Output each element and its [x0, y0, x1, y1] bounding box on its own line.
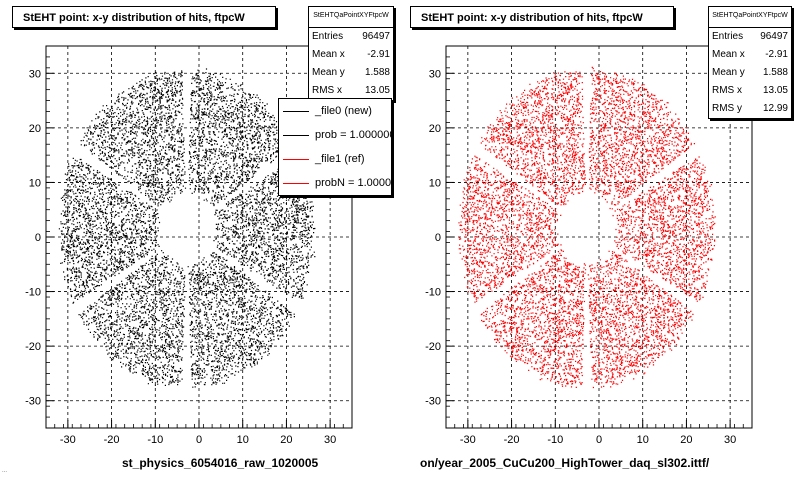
stat-row-mean-y: Mean y 1.588 [309, 64, 393, 82]
y-tick-label: -30 [425, 396, 441, 408]
x-tick-label: -20 [504, 434, 520, 446]
stat-value: 12.99 [762, 103, 788, 114]
left-histogram-panel: -30 -20 -10 0 10 20 30 -30 -20 -10 0 10 20 30 StEHT p… [0, 0, 398, 480]
y-tick-label: 10 [29, 177, 41, 189]
stat-label: Mean x [312, 49, 345, 60]
y-tick-label: 30 [429, 68, 441, 80]
x-tick-label: 10 [237, 434, 249, 446]
stat-value: 13.05 [364, 85, 390, 96]
y-tick-label: 0 [435, 232, 441, 244]
stat-row-rms-x: RMS x 13.05 [709, 82, 791, 100]
stat-row-mean-x: Mean x -2.91 [709, 46, 791, 64]
stats-box-name: StEHTQaPointXYFtpcW [309, 7, 393, 28]
y-tick-label: 20 [29, 123, 41, 135]
legend-label: probN = 1.000000 [315, 177, 392, 189]
right-histogram-panel: -30 -20 -10 0 10 20 30 -30 -20 -10 0 10 20 30 StEHT p… [398, 0, 796, 480]
legend-box: _file0 (new) prob = 1.000000 _file1 (ref… [278, 98, 392, 196]
stat-value: 1.588 [364, 67, 390, 78]
scatter-plot-right: -30 -20 -10 0 10 20 30 -30 -20 -10 0 10 20 30 [425, 45, 753, 446]
y-tick-label: -10 [25, 287, 41, 299]
stat-label: Entries [312, 31, 344, 42]
stat-value: 96497 [760, 31, 788, 42]
y-tick-label: -20 [425, 341, 441, 353]
x-tick-label: 20 [280, 434, 292, 446]
x-tick-label: -10 [147, 434, 163, 446]
x-tick-label: 30 [324, 434, 336, 446]
x-tick-label: 30 [724, 434, 736, 446]
y-tick-label: 0 [35, 232, 41, 244]
x-axis-title-left: st_physics_6054016_raw_1020005 [122, 456, 319, 470]
stat-label: Mean y [312, 67, 345, 78]
legend-entry: probN = 1.000000 [279, 171, 391, 195]
stats-box-left: StEHTQaPointXYFtpcW Entries 96497 Mean x -… [308, 6, 394, 101]
stat-row-rms-y: RMS y 12.99 [709, 100, 791, 118]
legend-line [283, 158, 309, 160]
x-tick-label: -20 [104, 434, 120, 446]
stat-label: RMS y [712, 103, 742, 114]
stat-value: 13.05 [762, 85, 788, 96]
stat-label: Mean y [712, 67, 745, 78]
legend-entry: _file0 (new) [279, 99, 391, 123]
y-tick-label: 30 [29, 68, 41, 80]
histogram-title-right: StEHT point: x-y distribution of hits, f… [410, 6, 674, 28]
legend-line [283, 134, 309, 136]
stat-value: -2.91 [367, 49, 390, 60]
stat-row-rms-x: RMS x 13.05 [309, 82, 393, 100]
stat-row-mean-y: Mean y 1.588 [709, 64, 791, 82]
stat-value: 1.588 [762, 67, 788, 78]
legend-label: prob = 1.000000 [315, 129, 392, 141]
stat-row-entries: Entries 96497 [309, 28, 393, 46]
x-tick-label: 20 [680, 434, 692, 446]
stat-label: Mean x [712, 49, 745, 60]
stats-box-right: StEHTQaPointXYFtpcW Entries 96497 Mean x -… [708, 6, 792, 119]
legend-line [283, 110, 309, 112]
y-tick-label: -20 [25, 341, 41, 353]
y-tick-label: 10 [429, 177, 441, 189]
stat-label: RMS x [312, 85, 342, 96]
x-tick-label: 0 [196, 434, 202, 446]
legend-line [283, 182, 309, 184]
scatter-points [58, 68, 316, 388]
stat-label: Entries [712, 31, 744, 42]
stat-value: -2.91 [765, 49, 788, 60]
x-tick-label: -30 [60, 434, 76, 446]
stat-label: RMS x [712, 85, 742, 96]
legend-entry: prob = 1.000000 [279, 123, 391, 147]
stat-row-entries: Entries 96497 [709, 28, 791, 46]
x-tick-label: 0 [596, 434, 602, 446]
stats-box-name: StEHTQaPointXYFtpcW [709, 7, 791, 28]
legend-label: _file1 (ref) [315, 153, 365, 165]
y-tick-label: -30 [25, 396, 41, 408]
legend-label: _file0 (new) [315, 105, 372, 117]
stat-row-mean-x: Mean x -2.91 [309, 46, 393, 64]
y-tick-label: -10 [425, 287, 441, 299]
y-tick-label: 20 [429, 123, 441, 135]
x-axis-title-right: on/year_2005_CuCu200_HighTower_daq_sl302… [420, 456, 710, 470]
histogram-title-left: StEHT point: x-y distribution of hits, f… [12, 6, 276, 28]
x-tick-label: -10 [547, 434, 563, 446]
legend-entry: _file1 (ref) [279, 147, 391, 171]
x-tick-label: 10 [637, 434, 649, 446]
x-tick-label: -30 [460, 434, 476, 446]
stat-value: 96497 [362, 31, 390, 42]
footer-note: ... [2, 468, 8, 474]
